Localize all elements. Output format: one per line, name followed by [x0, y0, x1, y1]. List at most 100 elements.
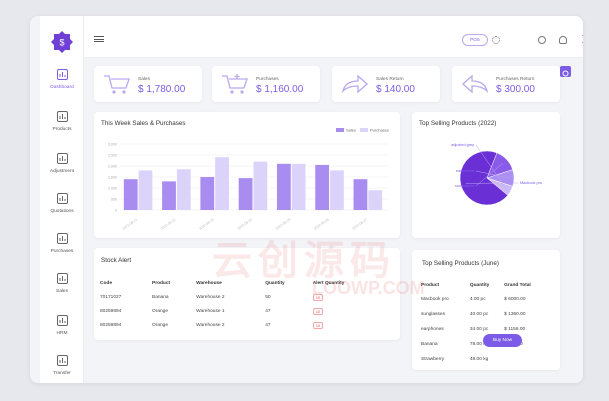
top-products-2022-card: Top Selling Products (2022) Macbook pro s…: [412, 112, 560, 238]
y-tick-label: 1,000: [108, 187, 117, 191]
sidebar-item-label: Adjustment: [50, 169, 74, 174]
weekly-chart-title: This Week Sales & Purchases: [101, 120, 186, 127]
cell-quantity: 50: [265, 294, 271, 300]
sidebar: $ Dashboard Products Adjustment Quotations P…: [40, 16, 84, 383]
fullscreen-icon[interactable]: [492, 36, 500, 44]
col-code: Code: [100, 280, 112, 286]
buy-now-button[interactable]: Buy Now: [483, 334, 522, 347]
pos-button[interactable]: POS: [462, 34, 488, 46]
top-products-june-title: Top Selling Products (June): [422, 260, 500, 267]
table-row[interactable]: sunglasses 40.00 pc $ 1360.00: [421, 307, 551, 322]
sidebar-item-dashboard[interactable]: Dashboard: [40, 62, 84, 104]
bar-sales: [200, 177, 215, 210]
bar-purchases: [138, 170, 153, 210]
stat-label: Sales: [138, 77, 150, 82]
stat-label: Purchases Return: [496, 77, 535, 82]
cell-quantity: 47: [265, 308, 271, 314]
cell-alert: 10: [312, 318, 390, 332]
sidebar-item-label: Quotations: [50, 209, 74, 214]
logo-icon[interactable]: $: [50, 30, 74, 54]
pie-label: Macbook pro: [520, 181, 542, 185]
top-products-june-card: Top Selling Products (June) Product Quan…: [412, 250, 560, 370]
cell-quantity: 34.00 pc: [469, 327, 489, 332]
sidebar-item-label: Products: [52, 127, 72, 132]
svg-text:$: $: [59, 38, 64, 48]
stock-alert-table: Code Product Warehouse Quantity Alert Qu…: [100, 276, 390, 332]
user-avatar-icon[interactable]: [579, 33, 583, 45]
cell-code: 80259894: [100, 308, 122, 314]
settings-gear-button[interactable]: [560, 66, 571, 77]
stat-value: $ 1,160.00: [256, 84, 304, 95]
bar-sales: [162, 181, 176, 210]
sidebar-item-label: Dashboard: [50, 85, 74, 90]
arrow-back-icon: [462, 74, 489, 94]
table-row[interactable]: 80259894 Orange Warehouse 2 47 10: [100, 318, 390, 332]
weekly-bar-chart: 3,000 2,500 2,000 1,500 1,000 500 0 2022-06-21 2…: [108, 128, 389, 231]
watermark-text: 云创源码: [212, 239, 396, 283]
cell-product: Macbook pro: [421, 297, 449, 302]
alert-quantity-badge: 10: [312, 321, 324, 329]
cell-product: earphones: [421, 327, 444, 332]
stock-alert-title: Stock Alert: [101, 257, 132, 264]
bell-icon[interactable]: [559, 36, 567, 44]
app-frame: $ Dashboard Products Adjustment Quotations P…: [30, 16, 583, 383]
top-products-june-table: Product Quantity Grand Total Macbook pro…: [421, 278, 551, 367]
cell-total: $ 1156.00: [504, 327, 526, 332]
legend-label-sales: Sales: [346, 128, 356, 133]
col-product: Product: [421, 282, 440, 288]
table-row[interactable]: earphones 34.00 pc $ 1156.00: [421, 322, 551, 337]
col-product: Product: [152, 280, 171, 286]
cell-product: Strawberry: [421, 357, 445, 362]
sales-icon: [56, 273, 68, 284]
table-row[interactable]: Strawberry 48.00 kg: [421, 352, 551, 367]
cell-warehouse: Warehouse 2: [196, 294, 225, 300]
y-tick-label: 3,000: [108, 143, 117, 147]
stat-value: $ 300.00: [496, 84, 535, 95]
pie-slice: [459, 150, 509, 206]
sidebar-item-quotations[interactable]: Quotations: [40, 186, 84, 228]
stat-card-sales[interactable]: Sales $ 1,780.00: [94, 66, 202, 102]
bar-purchases: [215, 157, 229, 210]
globe-icon[interactable]: [538, 36, 546, 44]
legend-swatch-sales: [336, 128, 344, 132]
col-quantity: Quantity: [265, 280, 285, 286]
pie-leader-line: [475, 170, 509, 179]
pie-label: adjusted grey: [451, 143, 474, 147]
bar-sales: [315, 164, 330, 210]
dashboard-icon: [56, 69, 68, 80]
stat-card-purchases[interactable]: Purchases $ 1,160.00: [212, 66, 320, 102]
y-tick-label: 2,000: [108, 165, 117, 169]
sidebar-item-sales[interactable]: Sales: [40, 266, 84, 308]
table-row[interactable]: Macbook pro 4.00 pc $ 6000.00: [421, 292, 551, 307]
y-tick-label: 500: [111, 198, 117, 202]
sidebar-item-products[interactable]: Products: [40, 104, 84, 146]
bar-purchases: [291, 163, 306, 210]
sidebar-item-purchases[interactable]: Purchases: [40, 226, 84, 268]
cart-add-icon: [222, 74, 248, 94]
stat-label: Purchases: [256, 77, 279, 82]
cell-product: Orange: [152, 322, 168, 328]
sidebar-item-label: Transfer: [53, 371, 71, 376]
cell-total: [504, 352, 551, 367]
gear-icon: [562, 70, 569, 77]
sidebar-item-adjustment[interactable]: Adjustment: [40, 146, 84, 188]
col-grand-total: Grand Total: [504, 282, 531, 288]
sidebar-item-transfer[interactable]: Transfer: [40, 348, 84, 383]
menu-icon[interactable]: [94, 36, 104, 42]
bar-purchases: [368, 190, 383, 210]
stat-card-purchases-return[interactable]: Purchases Return $ 300.00: [452, 66, 560, 102]
stat-card-sales-return[interactable]: Sales Return $ 140.00: [332, 66, 440, 102]
cart-icon: [104, 75, 130, 94]
legend-label-purchases: Purchases: [370, 128, 389, 133]
stat-label: Sales Return: [376, 77, 404, 82]
table-row[interactable]: 70171027 Banana Warehouse 2 50 10: [100, 290, 390, 304]
cell-quantity: 78.00 kg: [469, 342, 489, 347]
cell-total: $ 1360.00: [504, 312, 526, 317]
pie-slice: [486, 177, 513, 196]
sidebar-item-hrm[interactable]: HRM: [40, 308, 84, 350]
table-row[interactable]: 80259894 Orange Warehouse 1 47 10: [100, 304, 390, 318]
cell-warehouse: Warehouse 1: [196, 308, 225, 314]
cell-product: Banana: [152, 294, 169, 300]
col-alert-quantity: Alert Quantity: [312, 280, 345, 286]
watermark-url: LOOWP.COM: [312, 278, 425, 298]
